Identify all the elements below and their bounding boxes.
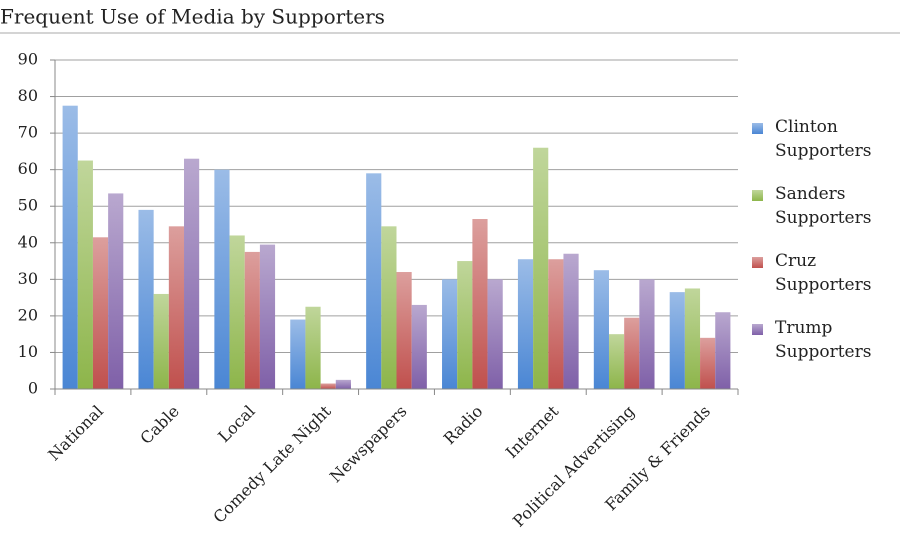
bar	[229, 235, 245, 389]
legend-label: Sanders Supporters	[775, 184, 872, 228]
bar	[335, 379, 351, 389]
bar	[305, 306, 321, 389]
y-tick-label: 20	[18, 305, 38, 324]
bar	[366, 173, 382, 389]
bar	[684, 288, 701, 389]
chart-title: Frequent Use of Media by Supporters	[0, 5, 385, 29]
bar	[214, 169, 230, 389]
x-tick-label: Internet	[502, 401, 563, 462]
legend-item: Trump Supporters	[752, 316, 892, 383]
y-tick-label: 0	[28, 379, 38, 398]
bar	[411, 304, 427, 389]
bar	[563, 253, 579, 389]
y-tick-label: 40	[18, 232, 38, 251]
bar	[487, 279, 503, 389]
bar	[320, 383, 336, 389]
legend-swatch	[752, 190, 763, 201]
x-tick-label: National	[44, 402, 107, 465]
bar	[442, 279, 458, 389]
legend-label: Clinton Supporters	[775, 117, 872, 161]
y-tick-label: 90	[18, 50, 38, 69]
bar	[153, 293, 169, 389]
bar	[457, 261, 473, 389]
bar	[62, 105, 78, 389]
bar	[396, 272, 412, 389]
bar	[669, 292, 685, 389]
bar	[593, 270, 609, 389]
bar	[108, 193, 124, 389]
legend-item: Cruz Supporters	[752, 249, 892, 316]
bar	[138, 209, 154, 389]
bar	[184, 158, 200, 389]
bar	[92, 237, 109, 389]
bar	[472, 219, 488, 389]
x-tick-label: Newspapers	[326, 402, 411, 487]
legend-item: Clinton Supporters	[752, 115, 892, 182]
y-tick-label: 70	[18, 123, 38, 142]
bar	[700, 337, 716, 389]
legend-label: Cruz Supporters	[775, 251, 872, 295]
bar	[168, 226, 185, 389]
bar	[533, 147, 549, 389]
bar	[290, 319, 306, 389]
y-tick-label: 30	[18, 269, 38, 288]
bar	[77, 160, 93, 389]
legend-item: Sanders Supporters	[752, 182, 892, 249]
bar	[517, 259, 534, 389]
bar	[381, 226, 397, 389]
x-tick-label: Local	[214, 402, 258, 446]
bar	[548, 259, 564, 389]
bar	[715, 312, 731, 389]
y-tick-label: 50	[18, 196, 38, 215]
legend-swatch	[752, 123, 763, 134]
y-tick-label: 60	[18, 159, 38, 178]
legend-swatch	[752, 324, 763, 335]
bar	[608, 334, 625, 389]
legend-swatch	[752, 257, 763, 268]
legend: Clinton Supporters Sanders Supporters Cruz…	[752, 115, 892, 383]
bar	[624, 317, 640, 389]
bar	[639, 279, 655, 389]
y-tick-label: 10	[18, 342, 38, 361]
bar	[244, 251, 260, 389]
legend-label: Trump Supporters	[775, 318, 872, 362]
bar	[259, 244, 276, 389]
x-tick-label: Radio	[440, 402, 487, 449]
y-tick-label: 80	[18, 86, 38, 105]
x-tick-label: Cable	[136, 402, 182, 448]
